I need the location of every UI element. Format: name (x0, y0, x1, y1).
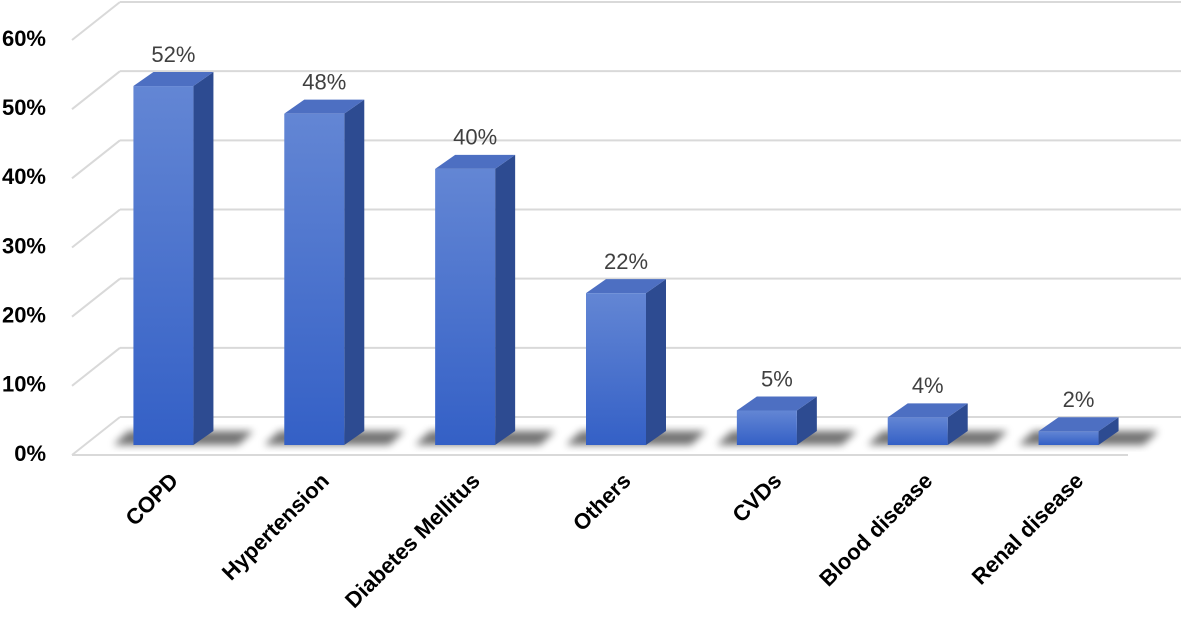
x-tick-label: Renal disease (967, 468, 1088, 589)
x-tick-label: Others (568, 468, 636, 536)
bar (887, 417, 948, 445)
bar-top (887, 403, 968, 418)
value-label: 48% (302, 69, 346, 94)
bar-side (947, 403, 968, 445)
grid-line-side (71, 347, 121, 387)
x-tick-label: Hypertension (217, 468, 334, 585)
x-tick-label: CVDs (727, 468, 786, 527)
grid-line-side (71, 277, 121, 318)
y-tick-label: 60% (2, 26, 46, 51)
bar-top (1038, 417, 1119, 432)
value-label: 22% (604, 249, 648, 274)
bar-top (133, 72, 214, 87)
value-label: 4% (912, 373, 944, 398)
bar (133, 86, 194, 445)
bar-top (736, 396, 817, 411)
bar-side (495, 154, 516, 446)
bar-side (646, 279, 666, 445)
bar (736, 410, 797, 445)
y-tick-label: 10% (2, 372, 46, 397)
bar (1038, 431, 1099, 445)
grid-line-side (71, 139, 121, 180)
grid-line-side (71, 1, 121, 41)
value-label: 40% (453, 125, 497, 150)
bar-top (284, 99, 365, 114)
y-tick-label: 0% (14, 441, 46, 466)
bar (586, 293, 646, 445)
value-label: 2% (1063, 387, 1095, 412)
grid-line-side (71, 208, 121, 249)
x-tick-label: COPD (120, 468, 183, 531)
bar (435, 168, 496, 446)
bar (284, 113, 345, 445)
grid-line-side (71, 70, 121, 110)
bar-top (586, 279, 666, 294)
bar-side (1098, 417, 1119, 445)
y-tick-label: 20% (2, 302, 46, 327)
bar-side (344, 99, 365, 445)
bar-side (193, 72, 214, 445)
bar-top (435, 154, 516, 169)
grid-line-side (71, 416, 121, 456)
y-tick-label: 30% (2, 233, 46, 258)
value-label: 52% (151, 42, 195, 67)
x-tick-label: Diabetes Mellitus (340, 468, 485, 613)
x-tick-label: Blood disease (814, 468, 937, 591)
value-label: 5% (761, 366, 793, 391)
y-tick-label: 40% (2, 164, 46, 189)
y-tick-label: 50% (2, 95, 46, 120)
bar-side (796, 396, 817, 445)
